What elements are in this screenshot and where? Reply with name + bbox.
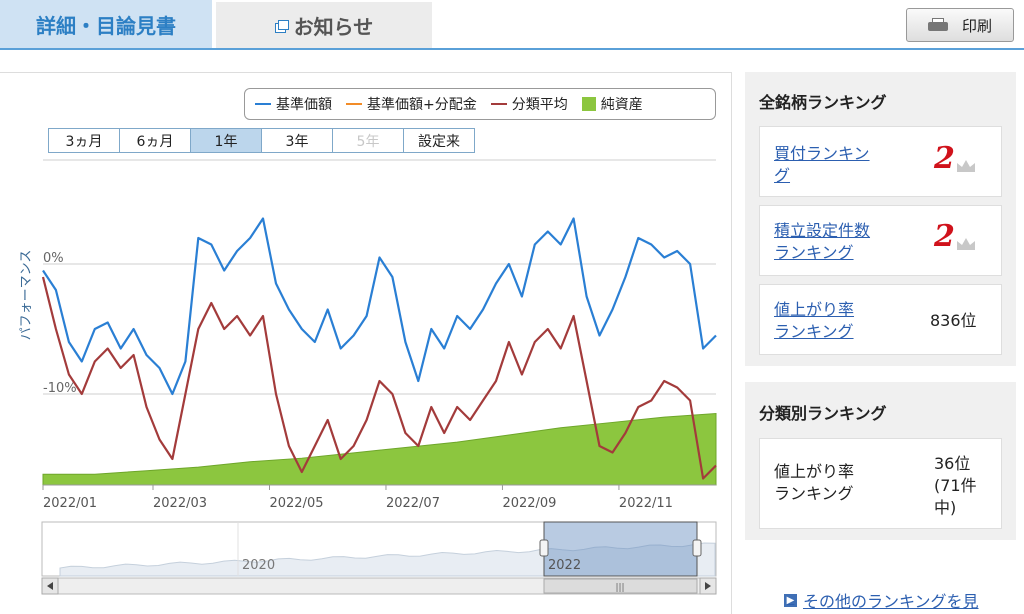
link-line: 積立設定件数 [774,221,871,240]
legend-swatch [490,103,507,105]
all-rankings-title: 全銘柄ランキング [759,93,887,112]
period-6m-button[interactable]: 6ヵ月 [119,128,191,153]
range-navigator[interactable]: 2020 2022 ||| [40,520,718,600]
y-axis-label: パフォーマンス [19,250,34,341]
printer-icon [927,18,948,32]
x-tick-label: 2022/03 [153,496,207,511]
all-rankings-box: 全銘柄ランキング 買付ランキン グ 2 積立設定件数 ランキング 2 値上がり率… [745,72,1016,366]
print-button[interactable]: 印刷 [906,8,1014,42]
tab-details-label: 詳細・目論見書 [36,13,176,38]
price-increase-ranking-link[interactable]: 値上がり率 ランキング [774,299,854,343]
tab-news[interactable]: お知らせ [216,2,432,48]
x-axis: 2022/01 2022/03 2022/05 2022/07 2022/09 2022/… [42,484,716,511]
x-tick-label: 2022/05 [269,496,323,511]
y-axis: パフォーマンス [19,250,34,341]
legend-label: 基準価額 [276,97,332,113]
legend-item-net-assets[interactable]: 純資産 [581,94,643,114]
y-tick-label: 0% [43,251,64,266]
series-line-nav [42,217,717,396]
category-price-increase-rank: 36位 (71件 中) [934,453,977,519]
legend-item-nav[interactable]: 基準価額 [255,94,332,114]
period-since-inception-button[interactable]: 設定来 [403,128,475,153]
period-3m-button[interactable]: 3ヵ月 [48,128,120,153]
legend-item-category-average[interactable]: 分類平均 [490,94,568,114]
purchase-ranking-link[interactable]: 買付ランキン グ [774,143,870,187]
category-price-increase-label: 値上がり率 ランキング [774,461,854,505]
chart-legend: 基準価額 基準価額+分配金 分類平均 純資産 [244,88,716,120]
navigator-label-2022: 2022 [548,558,581,573]
rank-line: (71件 [934,476,977,495]
chevron-right-icon [705,582,711,590]
legend-swatch [346,103,362,105]
arrow-right-icon: ▶ [784,593,797,607]
series-line-category-average [41,276,717,480]
x-tick-label: 2022/09 [502,496,556,511]
tab-details[interactable]: 詳細・目論見書 [0,0,212,48]
x-tick-label: 2022/01 [43,496,97,511]
scrollbar-grip: ||| [615,583,624,593]
scrollbar-thumb [543,578,698,594]
series-lines [41,217,717,480]
x-tick-label: 2022/07 [386,496,440,511]
tab-news-label: お知らせ [293,14,374,39]
period-1y-button[interactable]: 1年 [190,128,262,153]
link-line: ランキング [774,243,854,262]
label-line: 値上がり率 [774,462,855,481]
rank-line: 36位 [934,454,971,473]
category-rankings-title: 分類別ランキング [759,404,887,423]
link-line: ランキング [774,322,854,341]
legend-item-nav-dividend[interactable]: 基準価額+分配金 [346,94,477,114]
navigator-handle [692,539,702,557]
legend-swatch [581,97,596,111]
legend-label: 基準価額+分配金 [367,97,477,113]
more-rankings-label: その他のランキングを見 [803,592,979,611]
tab-bar: 詳細・目論見書 お知らせ 印刷 [0,0,1024,50]
ranking-card-installment: 積立設定件数 ランキング 2 [759,205,1002,276]
link-line: 買付ランキン [774,144,870,163]
navigator-series [59,542,716,577]
crown-icon [957,160,975,172]
period-3y-button[interactable]: 3年 [261,128,333,153]
link-line: 値上がり率 [774,300,855,319]
category-rankings-box: 分類別ランキング 値上がり率 ランキング 36位 (71件 中) [745,382,1016,540]
price-increase-rank: 836位 [930,311,977,330]
ranking-card-price-increase: 値上がり率 ランキング 836位 [759,284,1002,355]
external-window-icon [274,19,289,33]
legend-swatch [255,103,271,105]
chevron-left-icon [47,582,53,590]
print-label: 印刷 [961,16,992,35]
net-assets-area-path [42,412,717,486]
label-line: ランキング [774,484,854,503]
y-tick-label: -10% [43,381,77,396]
link-line: グ [774,166,791,185]
legend-label: 純資産 [600,97,643,113]
crown-icon [957,238,975,250]
tab-underline [0,48,1024,50]
x-tick-label: 2022/11 [619,496,673,511]
legend-label: 分類平均 [511,97,568,113]
more-rankings-link[interactable]: ▶ その他のランキングを見 [784,588,979,612]
purchase-rank: 2 [934,141,955,176]
net-assets-area [42,412,717,486]
ranking-card-category-price-increase: 値上がり率 ランキング 36位 (71件 中) [759,438,1002,529]
period-selector: 3ヵ月 6ヵ月 1年 3年 5年 設定来 [48,128,475,153]
performance-chart[interactable]: 0%-10% パフォーマンス 2022/01 2022/03 2022/05 2022… [0,155,730,515]
rank-line: 中) [934,498,957,517]
ranking-card-purchase: 買付ランキン グ 2 [759,126,1002,197]
installment-ranking-link[interactable]: 積立設定件数 ランキング [774,220,870,264]
period-5y-button: 5年 [332,128,404,153]
grid: 0% -10% [43,159,716,396]
navigator-handle [539,539,549,557]
navigator-label-2020: 2020 [242,558,275,573]
installment-rank: 2 [934,219,955,254]
